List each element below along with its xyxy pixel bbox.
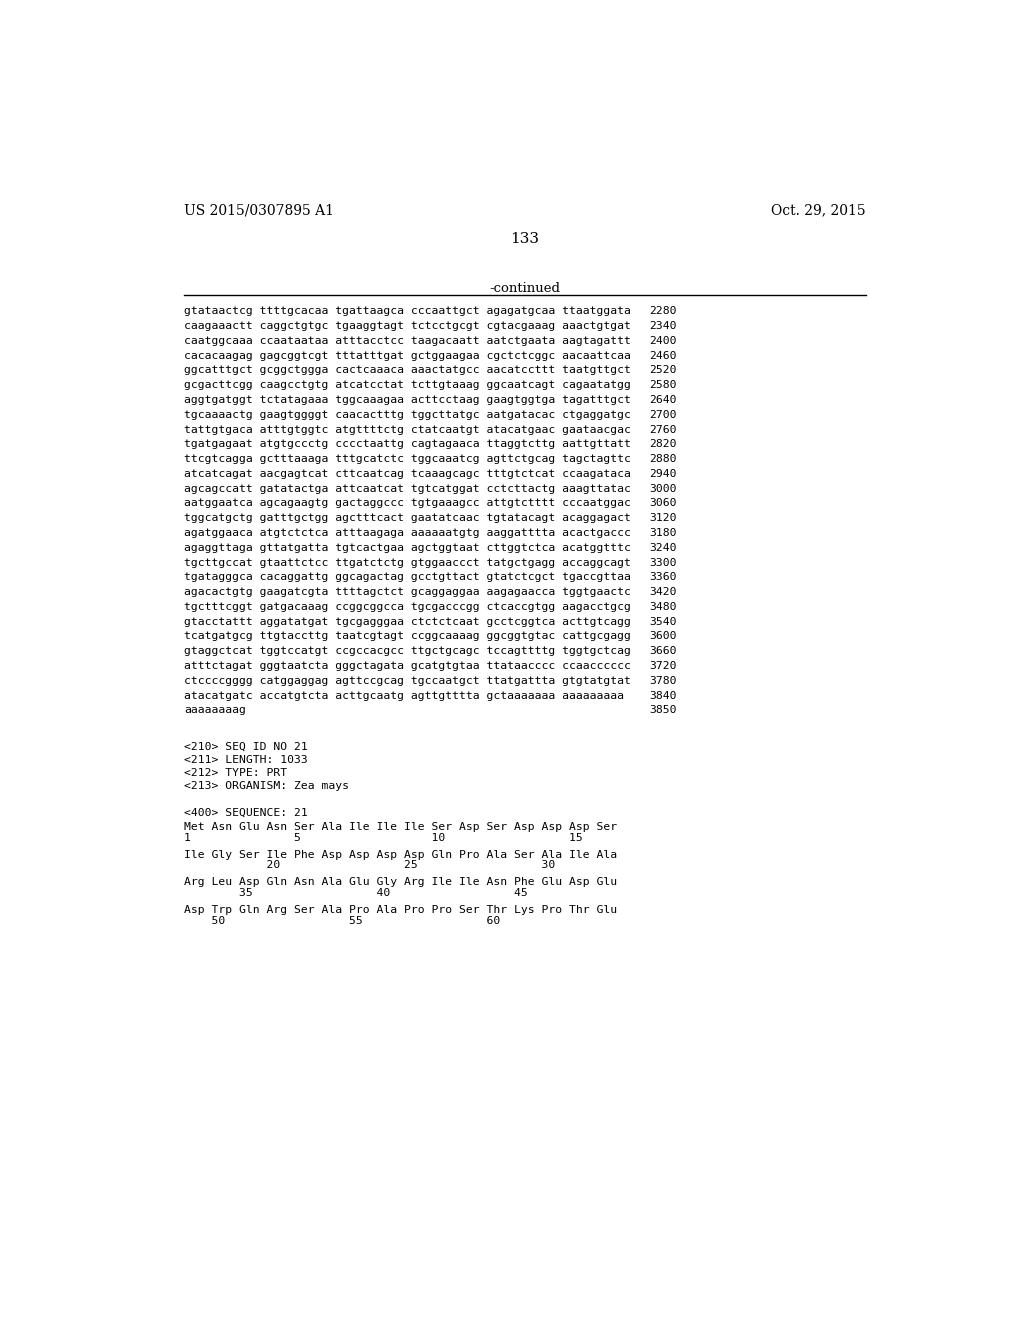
Text: 3120: 3120: [649, 513, 676, 523]
Text: 2400: 2400: [649, 335, 676, 346]
Text: tgcttgccat gtaattctcc ttgatctctg gtggaaccct tatgctgagg accaggcagt: tgcttgccat gtaattctcc ttgatctctg gtggaac…: [183, 557, 631, 568]
Text: 133: 133: [510, 231, 540, 246]
Text: tgcaaaactg gaagtggggt caacactttg tggcttatgc aatgatacac ctgaggatgc: tgcaaaactg gaagtggggt caacactttg tggctta…: [183, 409, 631, 420]
Text: gtataactcg ttttgcacaa tgattaagca cccaattgct agagatgcaa ttaatggata: gtataactcg ttttgcacaa tgattaagca cccaatt…: [183, 306, 631, 317]
Text: agacactgtg gaagatcgta ttttagctct gcaggaggaa aagagaacca tggtgaactc: agacactgtg gaagatcgta ttttagctct gcaggag…: [183, 587, 631, 597]
Text: 2520: 2520: [649, 366, 676, 375]
Text: 35                  40                  45: 35 40 45: [183, 888, 527, 898]
Text: <210> SEQ ID NO 21: <210> SEQ ID NO 21: [183, 742, 307, 752]
Text: gtaggctcat tggtccatgt ccgccacgcc ttgctgcagc tccagttttg tggtgctcag: gtaggctcat tggtccatgt ccgccacgcc ttgctgc…: [183, 647, 631, 656]
Text: caagaaactt caggctgtgc tgaaggtagt tctcctgcgt cgtacgaaag aaactgtgat: caagaaactt caggctgtgc tgaaggtagt tctcctg…: [183, 321, 631, 331]
Text: Met Asn Glu Asn Ser Ala Ile Ile Ile Ser Asp Ser Asp Asp Asp Ser: Met Asn Glu Asn Ser Ala Ile Ile Ile Ser …: [183, 822, 616, 832]
Text: 2940: 2940: [649, 469, 676, 479]
Text: 2760: 2760: [649, 425, 676, 434]
Text: 3060: 3060: [649, 499, 676, 508]
Text: aaaaaaaag: aaaaaaaag: [183, 705, 246, 715]
Text: agatggaaca atgtctctca atttaagaga aaaaaatgtg aaggatttta acactgaccc: agatggaaca atgtctctca atttaagaga aaaaaat…: [183, 528, 631, 539]
Text: 3480: 3480: [649, 602, 676, 612]
Text: 2580: 2580: [649, 380, 676, 391]
Text: 3300: 3300: [649, 557, 676, 568]
Text: 3850: 3850: [649, 705, 676, 715]
Text: 3420: 3420: [649, 587, 676, 597]
Text: 2340: 2340: [649, 321, 676, 331]
Text: ttcgtcagga gctttaaaga tttgcatctc tggcaaatcg agttctgcag tagctagttc: ttcgtcagga gctttaaaga tttgcatctc tggcaaa…: [183, 454, 631, 465]
Text: 3660: 3660: [649, 647, 676, 656]
Text: agcagccatt gatatactga attcaatcat tgtcatggat cctcttactg aaagttatac: agcagccatt gatatactga attcaatcat tgtcatg…: [183, 483, 631, 494]
Text: agaggttaga gttatgatta tgtcactgaa agctggtaat cttggtctca acatggtttc: agaggttaga gttatgatta tgtcactgaa agctggt…: [183, 543, 631, 553]
Text: aatggaatca agcagaagtg gactaggccc tgtgaaagcc attgtctttt cccaatggac: aatggaatca agcagaagtg gactaggccc tgtgaaa…: [183, 499, 631, 508]
Text: tgctttcggt gatgacaaag ccggcggcca tgcgacccgg ctcaccgtgg aagacctgcg: tgctttcggt gatgacaaag ccggcggcca tgcgacc…: [183, 602, 631, 612]
Text: 3600: 3600: [649, 631, 676, 642]
Text: 1               5                   10                  15: 1 5 10 15: [183, 833, 583, 842]
Text: <211> LENGTH: 1033: <211> LENGTH: 1033: [183, 755, 307, 764]
Text: Asp Trp Gln Arg Ser Ala Pro Ala Pro Pro Ser Thr Lys Pro Thr Glu: Asp Trp Gln Arg Ser Ala Pro Ala Pro Pro …: [183, 906, 616, 915]
Text: 2460: 2460: [649, 351, 676, 360]
Text: US 2015/0307895 A1: US 2015/0307895 A1: [183, 203, 334, 216]
Text: 50                  55                  60: 50 55 60: [183, 916, 500, 925]
Text: 20                  25                  30: 20 25 30: [183, 861, 555, 870]
Text: 3240: 3240: [649, 543, 676, 553]
Text: ggcatttgct gcggctggga cactcaaaca aaactatgcc aacatccttt taatgttgct: ggcatttgct gcggctggga cactcaaaca aaactat…: [183, 366, 631, 375]
Text: tcatgatgcg ttgtaccttg taatcgtagt ccggcaaaag ggcggtgtac cattgcgagg: tcatgatgcg ttgtaccttg taatcgtagt ccggcaa…: [183, 631, 631, 642]
Text: atcatcagat aacgagtcat cttcaatcag tcaaagcagc tttgtctcat ccaagataca: atcatcagat aacgagtcat cttcaatcag tcaaagc…: [183, 469, 631, 479]
Text: -continued: -continued: [489, 281, 560, 294]
Text: aggtgatggt tctatagaaa tggcaaagaa acttcctaag gaagtggtga tagatttgct: aggtgatggt tctatagaaa tggcaaagaa acttcct…: [183, 395, 631, 405]
Text: gtacctattt aggatatgat tgcgagggaa ctctctcaat gcctcggtca acttgtcagg: gtacctattt aggatatgat tgcgagggaa ctctctc…: [183, 616, 631, 627]
Text: 2700: 2700: [649, 409, 676, 420]
Text: 2820: 2820: [649, 440, 676, 449]
Text: 3000: 3000: [649, 483, 676, 494]
Text: Ile Gly Ser Ile Phe Asp Asp Asp Asp Gln Pro Ala Ser Ala Ile Ala: Ile Gly Ser Ile Phe Asp Asp Asp Asp Gln …: [183, 850, 616, 859]
Text: 3360: 3360: [649, 573, 676, 582]
Text: 3720: 3720: [649, 661, 676, 671]
Text: 3840: 3840: [649, 690, 676, 701]
Text: tattgtgaca atttgtggtc atgttttctg ctatcaatgt atacatgaac gaataacgac: tattgtgaca atttgtggtc atgttttctg ctatcaa…: [183, 425, 631, 434]
Text: ctccccgggg catggaggag agttccgcag tgccaatgct ttatgattta gtgtatgtat: ctccccgggg catggaggag agttccgcag tgccaat…: [183, 676, 631, 686]
Text: 3540: 3540: [649, 616, 676, 627]
Text: caatggcaaa ccaataataa atttacctcc taagacaatt aatctgaata aagtagattt: caatggcaaa ccaataataa atttacctcc taagaca…: [183, 335, 631, 346]
Text: <212> TYPE: PRT: <212> TYPE: PRT: [183, 768, 287, 777]
Text: Arg Leu Asp Gln Asn Ala Glu Gly Arg Ile Ile Asn Phe Glu Asp Glu: Arg Leu Asp Gln Asn Ala Glu Gly Arg Ile …: [183, 878, 616, 887]
Text: atacatgatc accatgtcta acttgcaatg agttgtttta gctaaaaaaa aaaaaaaaa: atacatgatc accatgtcta acttgcaatg agttgtt…: [183, 690, 624, 701]
Text: tgatagggca cacaggattg ggcagactag gcctgttact gtatctcgct tgaccgttaa: tgatagggca cacaggattg ggcagactag gcctgtt…: [183, 573, 631, 582]
Text: 2280: 2280: [649, 306, 676, 317]
Text: Oct. 29, 2015: Oct. 29, 2015: [771, 203, 866, 216]
Text: 2640: 2640: [649, 395, 676, 405]
Text: atttctagat gggtaatcta gggctagata gcatgtgtaa ttataacccc ccaacccccc: atttctagat gggtaatcta gggctagata gcatgtg…: [183, 661, 631, 671]
Text: <213> ORGANISM: Zea mays: <213> ORGANISM: Zea mays: [183, 781, 349, 791]
Text: gcgacttcgg caagcctgtg atcatcctat tcttgtaaag ggcaatcagt cagaatatgg: gcgacttcgg caagcctgtg atcatcctat tcttgta…: [183, 380, 631, 391]
Text: tgatgagaat atgtgccctg cccctaattg cagtagaaca ttaggtcttg aattgttatt: tgatgagaat atgtgccctg cccctaattg cagtaga…: [183, 440, 631, 449]
Text: 3180: 3180: [649, 528, 676, 539]
Text: cacacaagag gagcggtcgt tttatttgat gctggaagaa cgctctcggc aacaattcaa: cacacaagag gagcggtcgt tttatttgat gctggaa…: [183, 351, 631, 360]
Text: <400> SEQUENCE: 21: <400> SEQUENCE: 21: [183, 808, 307, 818]
Text: 2880: 2880: [649, 454, 676, 465]
Text: tggcatgctg gatttgctgg agctttcact gaatatcaac tgtatacagt acaggagact: tggcatgctg gatttgctgg agctttcact gaatatc…: [183, 513, 631, 523]
Text: 3780: 3780: [649, 676, 676, 686]
